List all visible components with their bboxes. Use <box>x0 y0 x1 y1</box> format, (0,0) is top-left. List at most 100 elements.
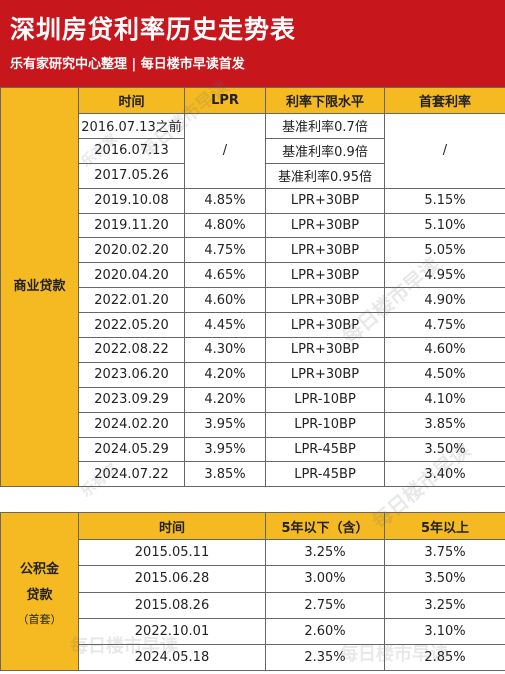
first-home-rate-cell: 4.75% <box>384 312 505 339</box>
header-row: 公积金贷款 （首套） 时间 5年以下（含） 5年以上 <box>0 511 505 672</box>
rate-floor-cell: LPR-10BP <box>265 411 385 438</box>
short-term-rate-cell: 2.35% <box>265 644 385 672</box>
date-cell: 2022.05.20 <box>78 312 185 339</box>
rate-floor-cell: LPR+30BP <box>265 361 385 388</box>
rate-floor-cell: LPR+30BP <box>265 287 385 314</box>
lpr-cell: 4.30% <box>184 337 266 363</box>
commercial-loan-table: 商业贷款 时间 LPR 利率下限水平 首套利率 2016.07.13之前 / 基准利率0.7倍… <box>0 86 505 488</box>
date-cell: 2024.05.18 <box>78 644 266 672</box>
date-cell: 2022.01.20 <box>78 287 185 314</box>
table-row: 2023.06.20 4.20% LPR+30BP 4.50% <box>1 361 505 388</box>
long-term-rate-cell: 3.50% <box>384 565 505 593</box>
page-subtitle: 乐有家研究中心整理 | 每日楼市早读首发 <box>10 57 245 72</box>
page-title: 深圳房贷利率历史走势表 <box>10 15 297 44</box>
table-row: 2022.10.01 2.60% 3.10% <box>1 617 505 646</box>
lpr-cell: 3.95% <box>184 411 266 438</box>
date-cell: 2024.05.29 <box>78 436 185 463</box>
rate-floor-cell: 基准利率0.9倍 <box>265 137 385 164</box>
long-term-rate-cell: 3.10% <box>384 617 505 646</box>
first-home-rate-cell: 3.50% <box>384 436 505 463</box>
rate-floor-cell: LPR-45BP <box>265 461 385 488</box>
table-row: 2024.05.18 2.35% 2.85% <box>1 644 505 672</box>
date-cell: 2015.08.26 <box>78 591 266 619</box>
table-row: 2022.08.22 4.30% LPR+30BP 4.60% <box>1 337 505 363</box>
lpr-cell: 4.65% <box>184 262 266 289</box>
first-home-rate-cell: 3.40% <box>384 461 505 488</box>
lpr-cell: 3.95% <box>184 436 266 463</box>
column-header: 利率下限水平 <box>265 87 385 114</box>
fund-side-label: 公积金贷款 （首套） <box>0 511 79 672</box>
date-cell: 2019.11.20 <box>78 212 185 239</box>
lpr-cell: 4.80% <box>184 212 266 239</box>
table-row: 2023.09.29 4.20% LPR-10BP 4.10% <box>1 386 505 413</box>
date-cell: 2023.06.20 <box>78 361 185 388</box>
date-cell: 2019.10.08 <box>78 187 185 214</box>
rate-floor-cell: LPR+30BP <box>265 312 385 339</box>
date-cell: 2015.06.28 <box>78 565 266 593</box>
date-cell: 2020.02.20 <box>78 237 185 264</box>
first-home-rate-cell: 5.10% <box>384 212 505 239</box>
table-row: 2022.05.20 4.45% LPR+30BP 4.75% <box>1 312 505 339</box>
rate-floor-cell: LPR+30BP <box>265 262 385 289</box>
table-row: 2020.02.20 4.75% LPR+30BP 5.05% <box>1 237 505 264</box>
short-term-rate-cell: 3.25% <box>265 538 385 567</box>
provident-fund-table: 公积金贷款 （首套） 时间 5年以下（含） 5年以上 2015.05.11 3.25% 3.7… <box>0 511 505 672</box>
table-row: 2024.07.22 3.85% LPR-45BP 3.40% <box>1 461 505 488</box>
date-cell: 2020.04.20 <box>78 262 185 289</box>
table-row: 2016.07.13 基准利率0.9倍 <box>1 137 505 164</box>
date-cell: 2024.07.22 <box>78 461 185 488</box>
rate-floor-cell: LPR+30BP <box>265 212 385 239</box>
first-home-rate-cell: 4.50% <box>384 361 505 388</box>
lpr-cell: 4.75% <box>184 237 266 264</box>
long-term-rate-cell: 2.85% <box>384 644 505 672</box>
short-term-rate-cell: 3.00% <box>265 565 385 593</box>
lpr-cell: 3.85% <box>184 461 266 488</box>
table-row: 2015.06.28 3.00% 3.50% <box>1 565 505 593</box>
first-home-rate-cell: 3.85% <box>384 411 505 438</box>
column-header: 首套利率 <box>384 87 505 114</box>
fund-side-title: 公积金贷款 <box>19 561 59 603</box>
first-home-rate-cell: 5.05% <box>384 237 505 264</box>
first-home-rate-cell: 4.10% <box>384 386 505 413</box>
date-cell: 2016.07.13之前 <box>78 113 185 139</box>
table-row: 2016.07.13之前 / 基准利率0.7倍 / <box>1 113 505 189</box>
short-term-rate-cell: 2.60% <box>265 617 385 646</box>
first-home-rate-cell: 4.90% <box>384 287 505 314</box>
table-row: 2019.10.08 4.85% LPR+30BP 5.15% <box>1 187 505 214</box>
lpr-cell: 4.85% <box>184 187 266 214</box>
table-row: 2024.05.29 3.95% LPR-45BP 3.50% <box>1 436 505 463</box>
column-header: 时间 <box>78 87 185 114</box>
first-home-rate-cell: 5.15% <box>384 187 505 214</box>
first-home-rate-cell: 4.60% <box>384 337 505 363</box>
table-row: 2017.05.26 基准利率0.95倍 <box>1 162 505 189</box>
rate-floor-cell: LPR+30BP <box>265 187 385 214</box>
date-cell: 2016.07.13 <box>78 137 185 164</box>
long-term-rate-cell: 3.75% <box>384 538 505 567</box>
short-term-rate-cell: 2.75% <box>265 591 385 619</box>
column-header: 5年以下（含） <box>265 512 385 540</box>
header-banner: 深圳房贷利率历史走势表 乐有家研究中心整理 | 每日楼市早读首发 <box>0 0 505 87</box>
date-cell: 2024.02.20 <box>78 411 185 438</box>
commercial-side-label: 商业贷款 <box>0 86 79 488</box>
lpr-cell: 4.60% <box>184 287 266 314</box>
date-cell: 2022.10.01 <box>78 617 266 646</box>
long-term-rate-cell: 3.25% <box>384 591 505 619</box>
date-cell: 2015.05.11 <box>78 538 266 567</box>
lpr-cell: 4.20% <box>184 386 266 413</box>
date-cell: 2022.08.22 <box>78 337 185 363</box>
fund-side-note: （首套） <box>17 612 62 626</box>
date-cell: 2017.05.26 <box>78 162 185 189</box>
lpr-cell: / <box>184 113 266 189</box>
first-home-rate-cell: 4.95% <box>384 262 505 289</box>
rate-floor-cell: LPR-45BP <box>265 436 385 463</box>
rate-floor-cell: 基准利率0.95倍 <box>265 162 385 189</box>
lpr-cell: 4.45% <box>184 312 266 339</box>
rate-floor-cell: LPR+30BP <box>265 337 385 363</box>
column-header: 时间 <box>78 512 266 540</box>
date-cell: 2023.09.29 <box>78 386 185 413</box>
header-row: 商业贷款 时间 LPR 利率下限水平 首套利率 <box>0 86 505 488</box>
table-row: 2020.04.20 4.65% LPR+30BP 4.95% <box>1 262 505 289</box>
rate-floor-cell: LPR-10BP <box>265 386 385 413</box>
rate-floor-cell: 基准利率0.7倍 <box>265 113 385 139</box>
